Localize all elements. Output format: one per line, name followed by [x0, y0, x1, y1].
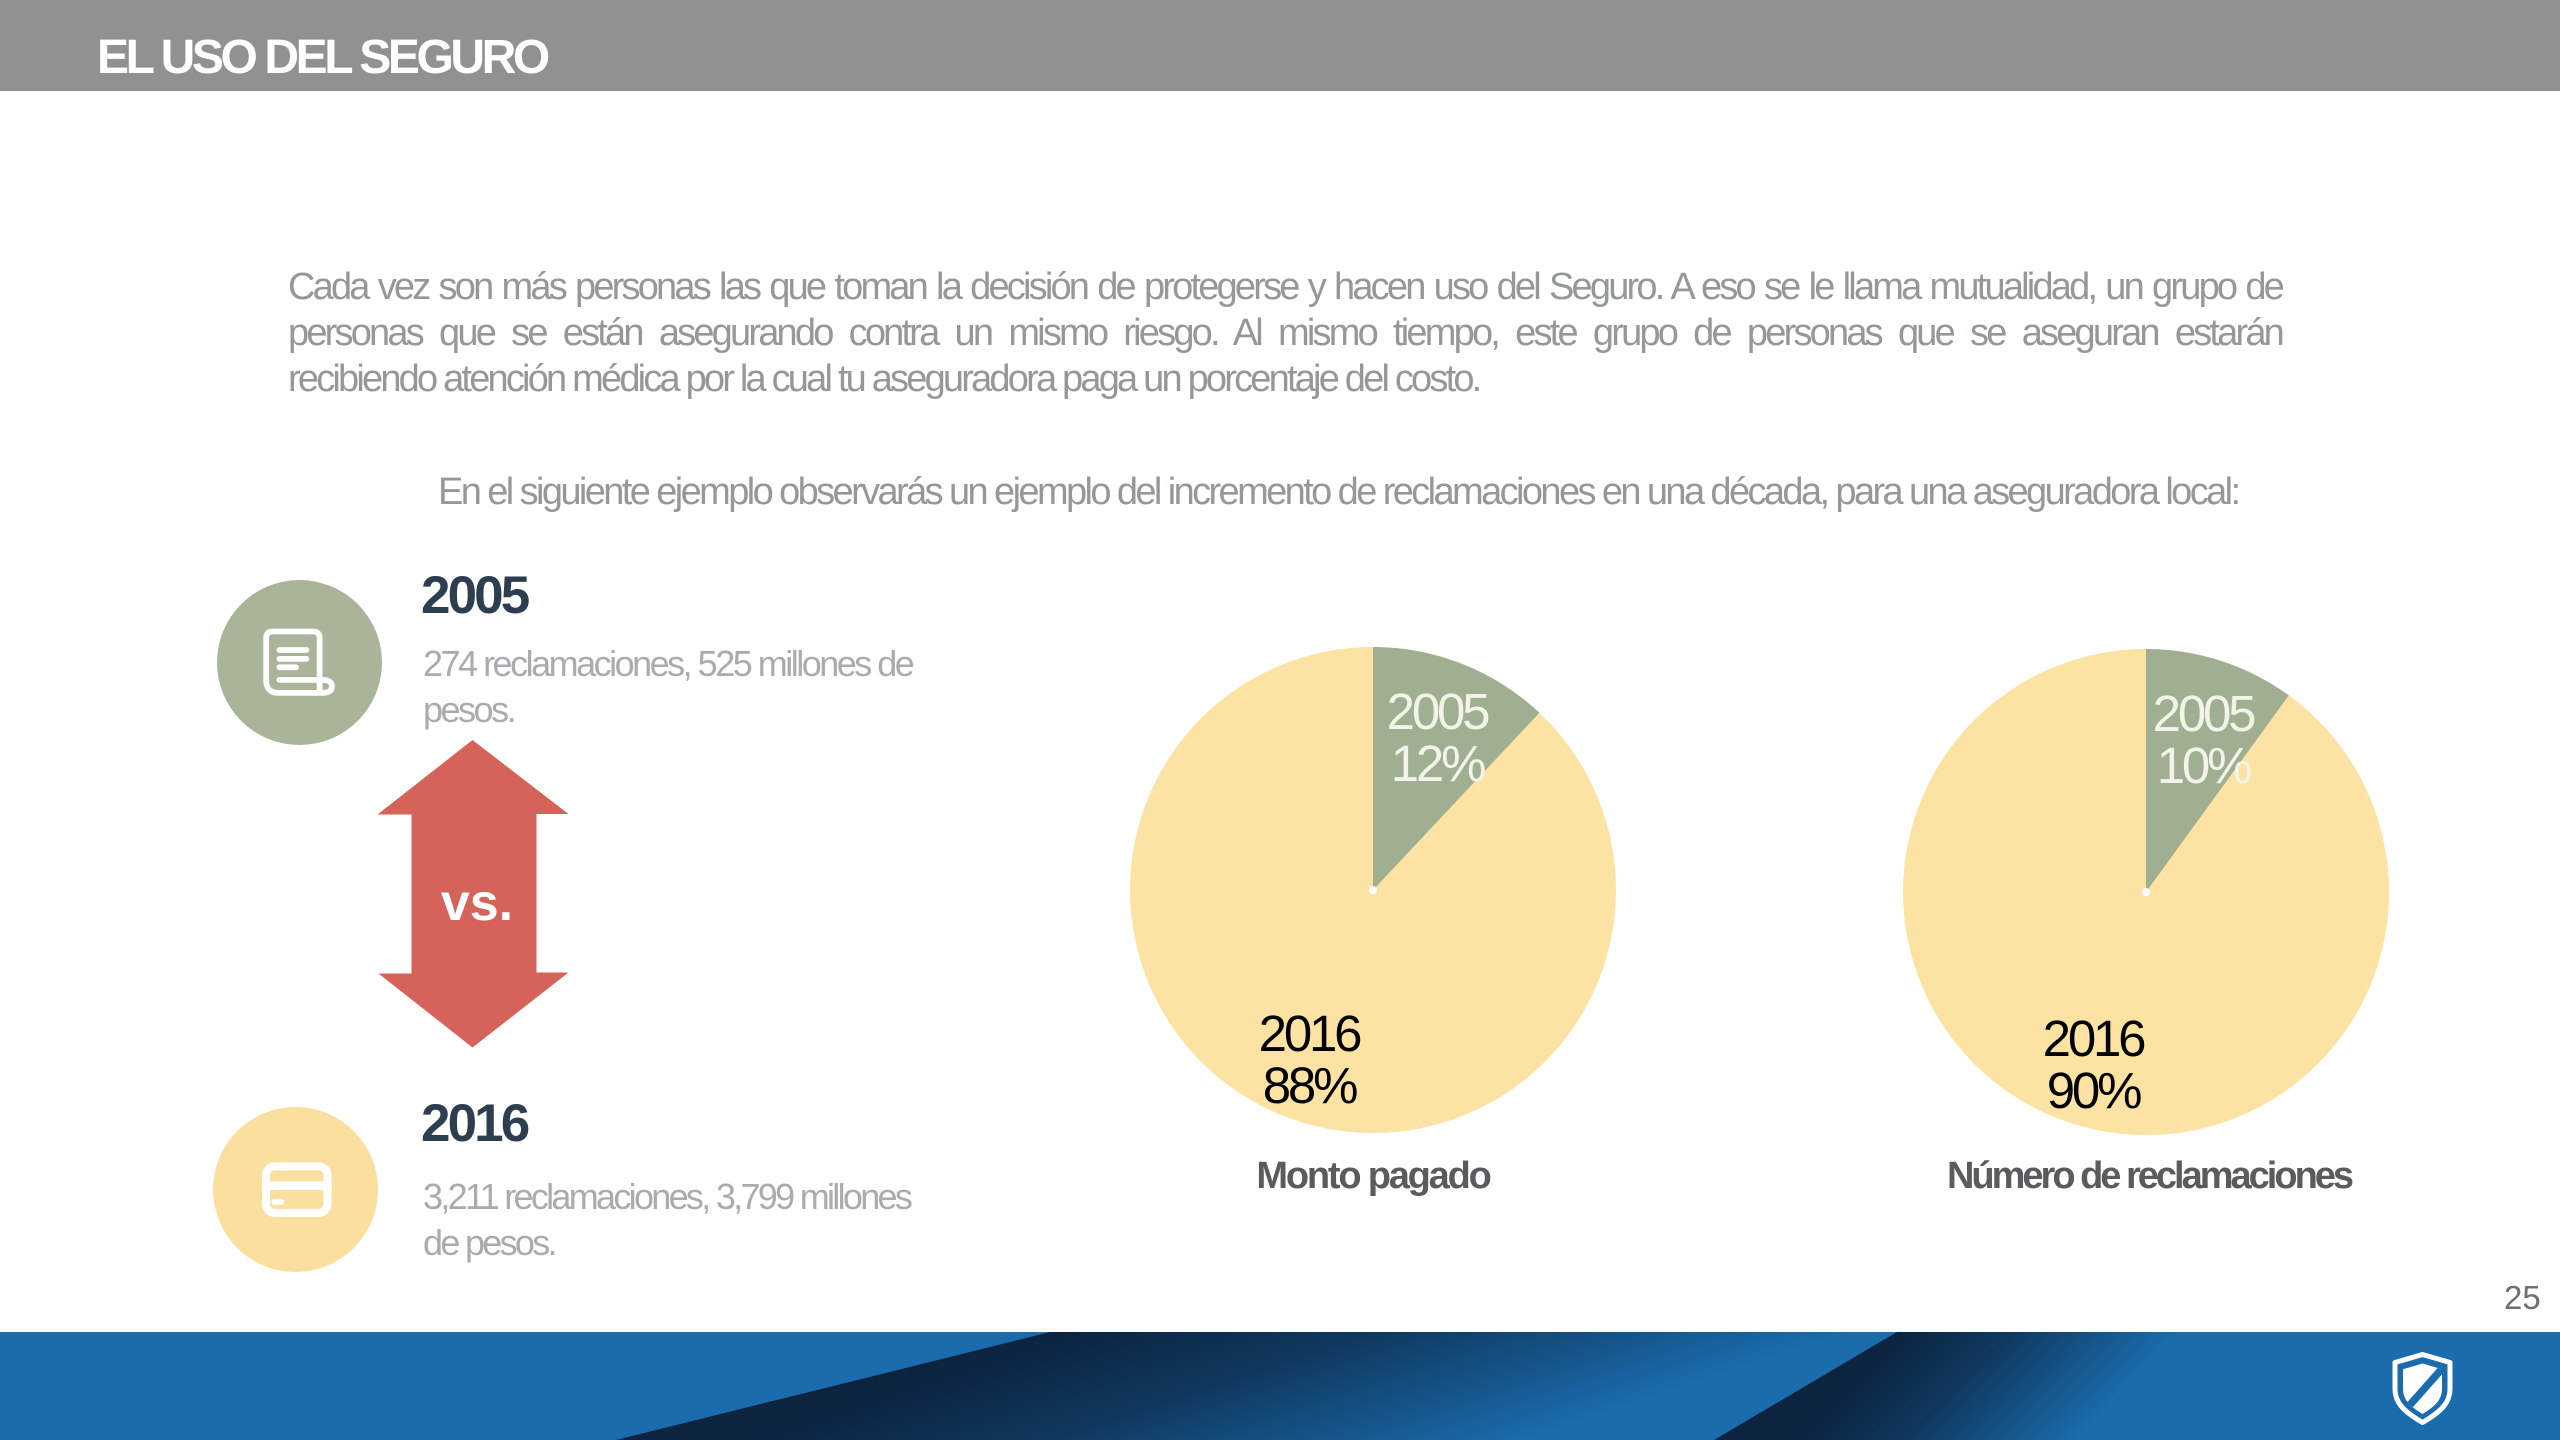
svg-text:vs.: vs. [441, 874, 513, 932]
